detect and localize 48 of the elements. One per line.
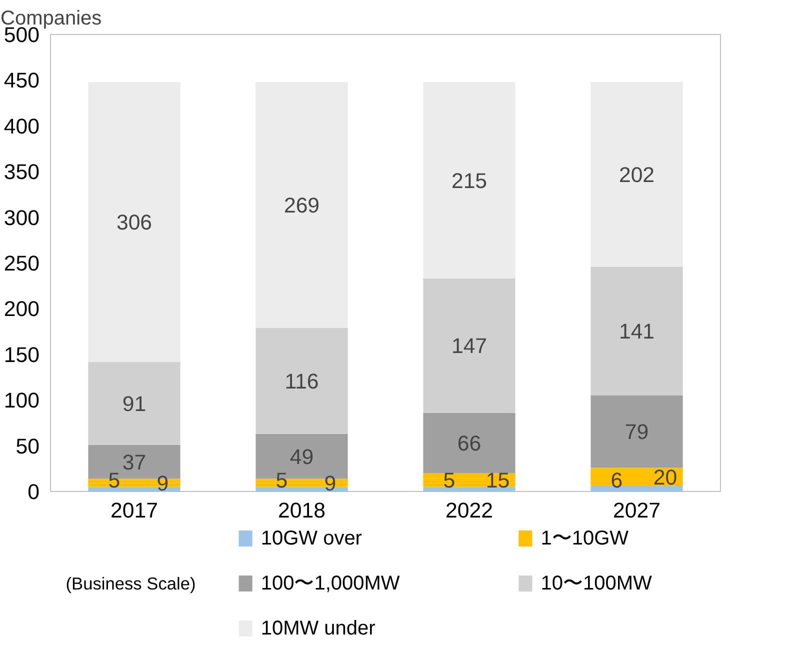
y-tick-label: 300 bbox=[4, 206, 40, 230]
y-tick-label: 250 bbox=[4, 252, 40, 276]
bar bbox=[423, 82, 516, 279]
text: (Business Scale) bbox=[66, 574, 196, 594]
y-tick-label: 100 bbox=[4, 388, 40, 413]
data-label: 269 bbox=[284, 193, 320, 218]
bar bbox=[590, 396, 683, 468]
bar bbox=[88, 362, 180, 445]
y-tick-label: 0 bbox=[28, 480, 40, 504]
bar bbox=[590, 266, 683, 396]
data-label: 147 bbox=[451, 334, 488, 358]
bar bbox=[423, 412, 516, 474]
data-label: 79 bbox=[624, 420, 649, 444]
data-label: 66 bbox=[457, 432, 482, 456]
bar bbox=[423, 278, 516, 413]
x-tick-label: 2018 bbox=[278, 498, 326, 522]
bar bbox=[88, 82, 180, 362]
legend-label: 10〜100MW bbox=[540, 572, 652, 594]
x-tick-label: 2027 bbox=[613, 498, 660, 522]
data-label: 15 bbox=[486, 468, 510, 493]
bar bbox=[590, 486, 683, 492]
y-tick-label: 450 bbox=[4, 68, 40, 93]
x-tick-label: 2017 bbox=[110, 498, 158, 522]
data-label: 202 bbox=[618, 162, 655, 187]
data-label: 5 bbox=[443, 468, 456, 493]
y-tick-label: 350 bbox=[4, 160, 40, 184]
y-tick-label: 150 bbox=[4, 342, 40, 367]
y-tick-label: 50 bbox=[16, 434, 40, 458]
legend-label: 100〜1,000MW bbox=[260, 572, 400, 594]
data-label: 306 bbox=[116, 210, 152, 234]
data-label: 37 bbox=[122, 450, 146, 474]
y-tick-label: 400 bbox=[4, 114, 40, 138]
data-label: 49 bbox=[290, 444, 314, 469]
data-label: 91 bbox=[122, 392, 146, 416]
data-label: 116 bbox=[284, 369, 319, 394]
y-axis-title: Companies bbox=[0, 8, 102, 30]
data-label: 141 bbox=[618, 320, 655, 344]
legend-label: 10GW over bbox=[260, 528, 362, 550]
data-label: 20 bbox=[653, 465, 678, 490]
bar bbox=[256, 328, 348, 434]
legend-label: 1〜10GW bbox=[540, 528, 629, 550]
data-label: 215 bbox=[451, 168, 488, 193]
legend-label: 10MW under bbox=[260, 618, 376, 640]
bar bbox=[590, 82, 683, 267]
bar bbox=[423, 486, 516, 492]
y-tick-label: 200 bbox=[4, 297, 40, 322]
x-tick-label: 2022 bbox=[446, 498, 493, 522]
bar bbox=[256, 82, 348, 328]
